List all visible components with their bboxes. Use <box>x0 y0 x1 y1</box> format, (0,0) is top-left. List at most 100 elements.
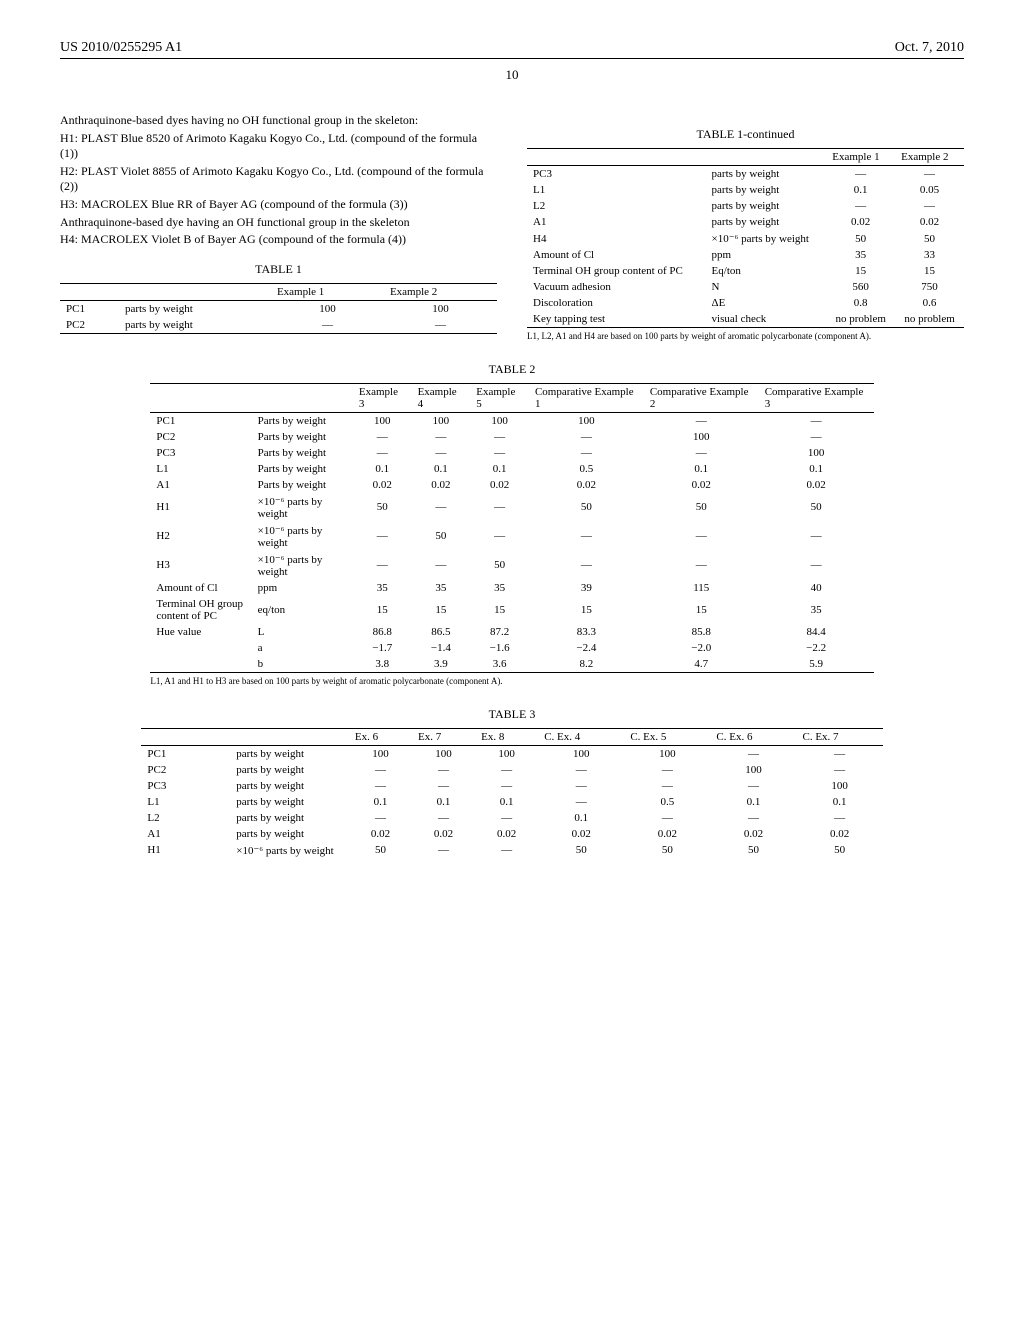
table1-h2: Example 1 <box>271 283 384 300</box>
table-cell: — <box>538 778 624 794</box>
table-cell: PC3 <box>527 166 706 183</box>
table-cell: — <box>412 429 471 445</box>
table-cell: 5.9 <box>759 656 874 673</box>
table-cell: −1.6 <box>470 640 529 656</box>
table-cell: parts by weight <box>119 300 271 317</box>
table-cell: PC1 <box>60 300 119 317</box>
table2-footnote: L1, A1 and H1 to H3 are based on 100 par… <box>150 677 873 687</box>
table-cell: — <box>710 778 796 794</box>
table-cell: Hue value <box>150 624 251 640</box>
table-cell: 0.02 <box>529 477 644 493</box>
dye-h2: H2: PLAST Violet 8855 of Arimoto Kagaku … <box>60 164 497 195</box>
table2-h2: Example 3 <box>353 383 412 412</box>
table-row: PC1Parts by weight100100100100—— <box>150 412 873 429</box>
table1-h0 <box>60 283 119 300</box>
table1c-footnote: L1, L2, A1 and H4 are based on 100 parts… <box>527 332 964 342</box>
table3-h3: Ex. 7 <box>412 728 475 745</box>
table-cell: 100 <box>353 412 412 429</box>
page-header: US 2010/0255295 A1 Oct. 7, 2010 <box>60 40 964 59</box>
table2-h0 <box>150 383 251 412</box>
table-cell: — <box>710 810 796 826</box>
table-row: PC1parts by weight100100 <box>60 300 497 317</box>
table-cell: 0.1 <box>538 810 624 826</box>
table-cell: 0.02 <box>759 477 874 493</box>
table2-h6: Comparative Example 2 <box>644 383 759 412</box>
table3-header-row: Ex. 6 Ex. 7 Ex. 8 C. Ex. 4 C. Ex. 5 C. E… <box>141 728 882 745</box>
table3-h7: C. Ex. 6 <box>710 728 796 745</box>
table-cell: 0.1 <box>826 182 895 198</box>
table1c-h2: Example 1 <box>826 149 895 166</box>
table3-wrapper: TABLE 3 Ex. 6 Ex. 7 Ex. 8 C. Ex. 4 C. Ex… <box>141 707 882 859</box>
table-cell: 35 <box>759 596 874 624</box>
table-cell: 100 <box>538 745 624 762</box>
table-cell: — <box>412 551 471 580</box>
table-cell: 50 <box>644 493 759 522</box>
table3: Ex. 6 Ex. 7 Ex. 8 C. Ex. 4 C. Ex. 5 C. E… <box>141 728 882 859</box>
table1-header-row: Example 1 Example 2 <box>60 283 497 300</box>
table-cell: 0.02 <box>538 826 624 842</box>
table-cell <box>150 640 251 656</box>
table-cell: 0.02 <box>470 477 529 493</box>
table-row: H2×10⁻⁶ parts by weight—50———— <box>150 522 873 551</box>
table-cell: L2 <box>527 198 706 214</box>
table-cell: 0.02 <box>475 826 538 842</box>
table3-title: TABLE 3 <box>141 707 882 722</box>
page-number: 10 <box>60 67 964 83</box>
table-cell: Parts by weight <box>252 477 353 493</box>
table-cell: 100 <box>271 300 384 317</box>
table-cell: ×10⁻⁶ parts by weight <box>252 493 353 522</box>
table1c-h0 <box>527 149 706 166</box>
table-cell: — <box>349 778 412 794</box>
table-cell: 35 <box>412 580 471 596</box>
table-cell <box>150 656 251 673</box>
table-cell: — <box>412 810 475 826</box>
table-cell: parts by weight <box>706 198 827 214</box>
table-cell: ppm <box>252 580 353 596</box>
table-cell: — <box>353 551 412 580</box>
table-row: DiscolorationΔE0.80.6 <box>527 295 964 311</box>
table-cell: 0.1 <box>475 794 538 810</box>
table-cell: A1 <box>150 477 251 493</box>
left-column: Anthraquinone-based dyes having no OH fu… <box>60 113 497 342</box>
table-cell: 100 <box>349 745 412 762</box>
table3-h5: C. Ex. 4 <box>538 728 624 745</box>
table-row: PC2parts by weight—— <box>60 317 497 334</box>
table-cell: Parts by weight <box>252 412 353 429</box>
table-cell: Parts by weight <box>252 429 353 445</box>
table-cell: 115 <box>644 580 759 596</box>
table-cell: — <box>470 522 529 551</box>
table-row: PC3Parts by weight—————100 <box>150 445 873 461</box>
table-cell: Key tapping test <box>527 311 706 328</box>
table-cell: PC3 <box>141 778 230 794</box>
table-row: H3×10⁻⁶ parts by weight——50——— <box>150 551 873 580</box>
table-cell: 100 <box>470 412 529 429</box>
table-cell: 0.02 <box>624 826 710 842</box>
table-cell: — <box>529 445 644 461</box>
table-cell: L1 <box>527 182 706 198</box>
table-cell: 0.02 <box>353 477 412 493</box>
table-cell: 0.05 <box>895 182 964 198</box>
table2-wrapper: TABLE 2 Example 3 Example 4 Example 5 Co… <box>150 362 873 687</box>
table-cell: 86.5 <box>412 624 471 640</box>
table-cell: parts by weight <box>706 166 827 183</box>
table-row: Hue valueL86.886.587.283.385.884.4 <box>150 624 873 640</box>
table-cell: PC2 <box>150 429 251 445</box>
table-cell: H1 <box>150 493 251 522</box>
table-row: PC1parts by weight100100100100100—— <box>141 745 882 762</box>
table-cell: 0.02 <box>412 826 475 842</box>
table-cell: 0.02 <box>349 826 412 842</box>
table-cell: 50 <box>759 493 874 522</box>
table-cell: 100 <box>759 445 874 461</box>
table-cell: 100 <box>797 778 883 794</box>
table-row: PC3parts by weight——————100 <box>141 778 882 794</box>
table-cell: — <box>826 198 895 214</box>
table-cell: parts by weight <box>230 794 349 810</box>
dye-intro-no-oh: Anthraquinone-based dyes having no OH fu… <box>60 113 497 129</box>
table-cell: — <box>538 762 624 778</box>
table-cell: Terminal OH group content of PC <box>150 596 251 624</box>
table2-h5: Comparative Example 1 <box>529 383 644 412</box>
table1-continued: Example 1 Example 2 PC3parts by weight——… <box>527 148 964 328</box>
table-row: H4×10⁻⁶ parts by weight5050 <box>527 230 964 247</box>
table-cell: ×10⁻⁶ parts by weight <box>252 522 353 551</box>
table-cell: — <box>710 745 796 762</box>
